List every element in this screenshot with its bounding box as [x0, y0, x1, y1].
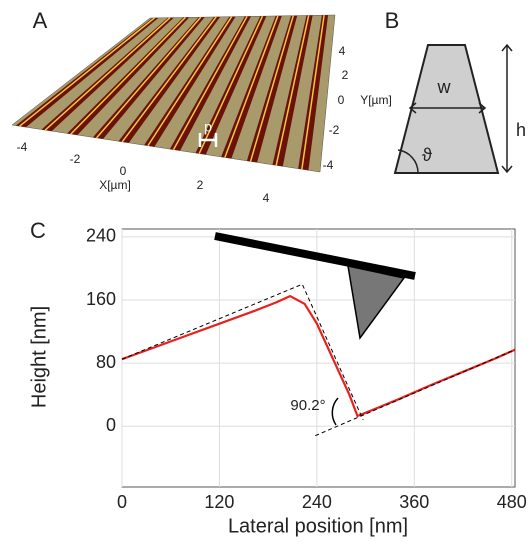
- data-line: [315, 349, 516, 437]
- x-tick-label: 2: [197, 178, 204, 192]
- x-axis-label: Lateral position [nm]: [228, 515, 408, 537]
- stripe-edge: [275, 15, 310, 166]
- arrow-head: [478, 102, 487, 114]
- stripe-edge: [301, 15, 325, 170]
- y-axis-label: Y[µm]: [360, 93, 392, 107]
- y-tick-label: -2: [329, 123, 340, 137]
- panel-label: A: [33, 8, 48, 33]
- x-tick-label: 360: [399, 492, 429, 512]
- stripe-edge: [95, 16, 202, 139]
- y-tick-label: 0: [106, 415, 116, 435]
- x-tick-label: -4: [17, 140, 28, 154]
- angle-arc: [397, 149, 419, 174]
- x-tick-label: -2: [70, 152, 81, 166]
- surface: [11, 14, 336, 173]
- data-line: [121, 294, 516, 418]
- width-label: w: [437, 77, 452, 97]
- trapezoid: [393, 44, 500, 174]
- x-tick-label: 0: [120, 164, 127, 178]
- y-tick-label: -4: [323, 158, 334, 172]
- plot: 0 80 160 240 0 120 240 360 480: [86, 226, 527, 512]
- y-tick-label: 80: [96, 352, 116, 372]
- x-tick-label: 0: [117, 492, 127, 512]
- stripe-edge: [172, 16, 248, 151]
- stripe-edge: [70, 16, 186, 135]
- y-tick-label: 4: [339, 44, 346, 58]
- arrow-head: [408, 102, 417, 114]
- annotation: 90.2°: [290, 397, 325, 414]
- stripe-edge: [249, 15, 295, 162]
- angle-arc: [331, 397, 339, 426]
- panel-label: B: [385, 8, 400, 33]
- stripes: [15, 15, 329, 171]
- stripe-edge: [19, 17, 156, 127]
- y-tick-label: 0: [338, 93, 345, 107]
- stripe-edge: [147, 16, 233, 147]
- stripe-edge: [44, 17, 171, 131]
- plot-area: [121, 228, 516, 488]
- y-axis-label: Height [nm]: [28, 306, 50, 408]
- y-tick-label: 240: [86, 226, 116, 246]
- height-label: h: [516, 120, 526, 140]
- arrow-head: [501, 43, 513, 52]
- stripe-edge: [121, 16, 217, 143]
- cantilever: [214, 232, 416, 280]
- x-tick-label: 120: [204, 492, 234, 512]
- tip: [347, 265, 406, 340]
- x-tick-label: 240: [302, 492, 332, 512]
- x-tick-label: 4: [263, 191, 270, 205]
- x-axis-label: X[µm]: [99, 178, 131, 192]
- y-tick-label: 2: [342, 68, 349, 82]
- y-tick-label: 160: [86, 289, 116, 309]
- data-line: [121, 283, 364, 421]
- stripe-edge: [224, 15, 279, 158]
- x-tick-label: 480: [497, 492, 527, 512]
- pitch-label: p: [204, 119, 212, 135]
- panel-label: C: [30, 218, 46, 243]
- angle-label: ϑ: [422, 145, 432, 165]
- arrow-head: [501, 165, 513, 174]
- stripe-edge: [198, 15, 264, 154]
